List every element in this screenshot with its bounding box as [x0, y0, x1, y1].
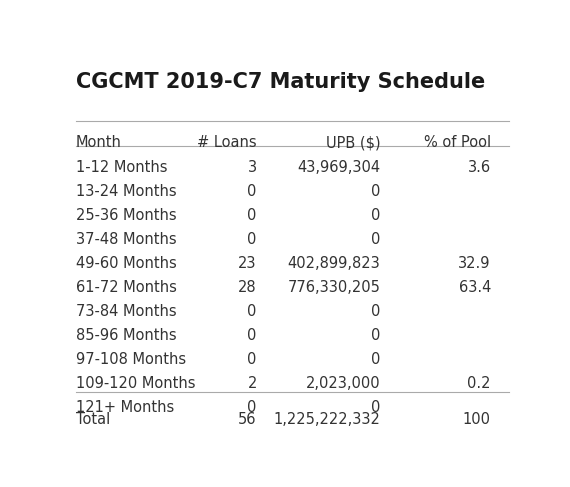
Text: # Loans: # Loans [197, 135, 256, 150]
Text: % of Pool: % of Pool [424, 135, 491, 150]
Text: 0: 0 [247, 185, 256, 200]
Text: 2: 2 [247, 376, 256, 392]
Text: 0.2: 0.2 [467, 376, 491, 392]
Text: CGCMT 2019-C7 Maturity Schedule: CGCMT 2019-C7 Maturity Schedule [76, 72, 485, 92]
Text: 402,899,823: 402,899,823 [288, 257, 381, 271]
Text: 3: 3 [247, 160, 256, 175]
Text: 0: 0 [371, 353, 381, 367]
Text: 28: 28 [238, 281, 256, 296]
Text: 0: 0 [247, 400, 256, 415]
Text: 1,225,222,332: 1,225,222,332 [274, 412, 381, 427]
Text: 23: 23 [238, 257, 256, 271]
Text: 61-72 Months: 61-72 Months [76, 281, 177, 296]
Text: 0: 0 [371, 185, 381, 200]
Text: 121+ Months: 121+ Months [76, 400, 174, 415]
Text: 0: 0 [247, 208, 256, 224]
Text: 0: 0 [247, 353, 256, 367]
Text: Total: Total [76, 412, 110, 427]
Text: 109-120 Months: 109-120 Months [76, 376, 195, 392]
Text: 25-36 Months: 25-36 Months [76, 208, 176, 224]
Text: 85-96 Months: 85-96 Months [76, 328, 176, 343]
Text: 776,330,205: 776,330,205 [288, 281, 381, 296]
Text: 3.6: 3.6 [468, 160, 491, 175]
Text: 32.9: 32.9 [458, 257, 491, 271]
Text: 0: 0 [371, 208, 381, 224]
Text: 56: 56 [238, 412, 256, 427]
Text: 2,023,000: 2,023,000 [306, 376, 381, 392]
Text: 43,969,304: 43,969,304 [298, 160, 381, 175]
Text: 0: 0 [371, 400, 381, 415]
Text: 0: 0 [247, 328, 256, 343]
Text: 73-84 Months: 73-84 Months [76, 304, 176, 319]
Text: 63.4: 63.4 [458, 281, 491, 296]
Text: Month: Month [76, 135, 121, 150]
Text: 0: 0 [371, 328, 381, 343]
Text: 100: 100 [463, 412, 491, 427]
Text: 0: 0 [247, 232, 256, 247]
Text: 1-12 Months: 1-12 Months [76, 160, 167, 175]
Text: 97-108 Months: 97-108 Months [76, 353, 186, 367]
Text: 37-48 Months: 37-48 Months [76, 232, 176, 247]
Text: 13-24 Months: 13-24 Months [76, 185, 176, 200]
Text: 49-60 Months: 49-60 Months [76, 257, 177, 271]
Text: 0: 0 [371, 232, 381, 247]
Text: 0: 0 [371, 304, 381, 319]
Text: UPB ($): UPB ($) [326, 135, 381, 150]
Text: 0: 0 [247, 304, 256, 319]
